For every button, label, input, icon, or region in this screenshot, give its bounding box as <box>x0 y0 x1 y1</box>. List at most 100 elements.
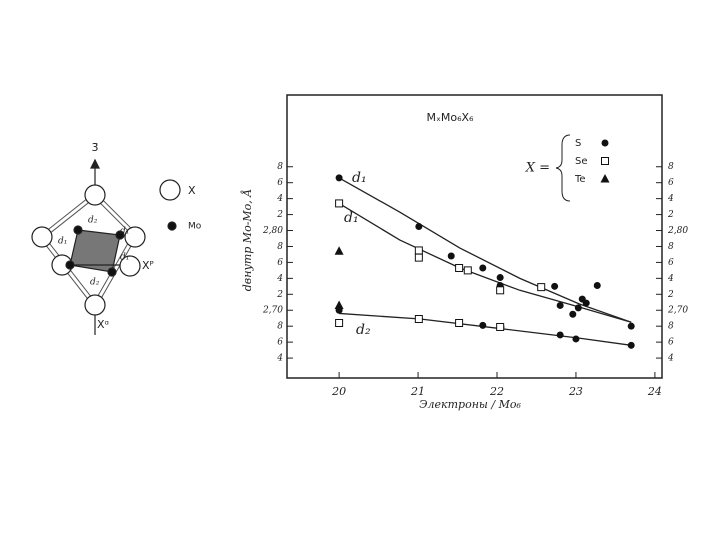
point <box>334 246 344 255</box>
point <box>593 282 601 290</box>
legend-marker <box>600 174 610 183</box>
atom-mo <box>73 225 83 235</box>
legend-prefix: X = <box>525 161 550 176</box>
y-tick-label-right: 8 <box>668 242 674 252</box>
hatched-face <box>69 229 121 273</box>
atom-mo <box>107 267 117 277</box>
curve-label: d₁ <box>344 210 359 226</box>
diagram-label: d₂ <box>88 216 98 226</box>
point <box>455 318 464 327</box>
legend-label: Mo <box>188 222 202 232</box>
y-tick-label: 6 <box>277 258 283 268</box>
point <box>479 321 487 329</box>
point <box>574 304 582 312</box>
y-tick-label-right: 4 <box>667 194 674 204</box>
diagram-label: d₁ <box>120 227 129 237</box>
plot-frame <box>286 94 663 379</box>
y-tick-label: 2,70 <box>262 306 283 316</box>
y-tick-label-right: 6 <box>668 338 674 348</box>
point <box>551 282 559 290</box>
point <box>335 174 343 182</box>
y-tick-label: 8 <box>277 322 283 332</box>
y-tick-label: 2,80 <box>262 226 283 236</box>
x-axis-label: Электроны / Mo₆ <box>419 398 521 411</box>
atom-x <box>31 226 53 248</box>
point <box>569 310 577 318</box>
y-tick-label-right: 2,70 <box>667 306 688 316</box>
legend-marker <box>601 157 609 165</box>
diagram-label: d₁ <box>58 237 67 247</box>
point <box>463 266 472 275</box>
legend-brace <box>555 134 571 202</box>
point <box>414 246 423 255</box>
point <box>455 263 464 272</box>
y-tick-label-right: 2 <box>667 290 674 300</box>
point <box>627 341 635 349</box>
atom-mo <box>115 230 125 240</box>
legend-label: X <box>188 184 196 197</box>
y-tick-label: 4 <box>276 354 283 364</box>
diagram-label: d₁ <box>120 253 129 263</box>
curve-label: d₁ <box>352 170 367 186</box>
x-tick-label: 22 <box>489 385 504 398</box>
chart-title: MₓMo₆X₆ <box>427 111 475 124</box>
y-tick-label: 6 <box>277 178 283 188</box>
legend-label: Se <box>575 156 588 167</box>
y-tick-label-right: 8 <box>668 322 674 332</box>
point <box>556 301 564 309</box>
point <box>537 283 546 292</box>
legend-marker <box>601 139 609 147</box>
y-tick-label: 2 <box>276 290 283 300</box>
atom-x <box>119 255 141 277</box>
y-axis-label: dвнутр Mo-Mo, Å <box>240 189 254 292</box>
curve-label: d₂ <box>356 322 371 338</box>
y-tick-label: 4 <box>276 194 283 204</box>
point <box>479 264 487 272</box>
y-tick-label: 6 <box>277 338 283 348</box>
point <box>334 300 344 309</box>
fit-curve <box>338 177 632 323</box>
arrow-head <box>90 158 100 169</box>
y-tick-label-right: 2 <box>667 210 674 220</box>
atom-mo <box>65 260 75 270</box>
x-tick-label: 23 <box>568 385 583 398</box>
legend-label: S <box>575 138 581 149</box>
legend-atom-mo <box>167 221 177 231</box>
point <box>415 223 423 231</box>
y-tick-label: 4 <box>276 274 283 284</box>
atom-x <box>124 226 146 248</box>
point <box>496 322 505 331</box>
y-tick-label: 2 <box>276 210 283 220</box>
y-tick-label: 8 <box>277 242 283 252</box>
point <box>556 331 564 339</box>
point <box>447 252 455 260</box>
point <box>335 199 344 208</box>
point <box>582 299 590 307</box>
atom-x <box>84 184 106 206</box>
y-tick-label-right: 4 <box>667 354 674 364</box>
y-tick-label-right: 2,80 <box>667 226 688 236</box>
point <box>496 286 505 295</box>
point <box>496 274 504 282</box>
atom-x <box>84 294 106 316</box>
y-tick-label-right: 6 <box>668 258 674 268</box>
axis-label: 3̄ <box>92 141 99 154</box>
x-tick-label: 21 <box>410 385 425 398</box>
y-tick-label: 8 <box>277 162 283 172</box>
diagram-label: Xᵅ <box>97 318 109 331</box>
point <box>335 318 344 327</box>
legend-label: Te <box>574 174 586 185</box>
y-tick-label-right: 8 <box>668 162 674 172</box>
diagram-label: d₂ <box>90 278 100 288</box>
legend-atom-x <box>159 179 181 201</box>
point <box>572 335 580 343</box>
y-tick-label-right: 6 <box>668 178 674 188</box>
structure-diagram <box>31 158 181 335</box>
fit-curve <box>338 202 632 323</box>
point <box>627 322 635 330</box>
diagram-label: Xᴾ <box>142 259 154 272</box>
point <box>414 253 423 262</box>
point <box>414 315 423 324</box>
